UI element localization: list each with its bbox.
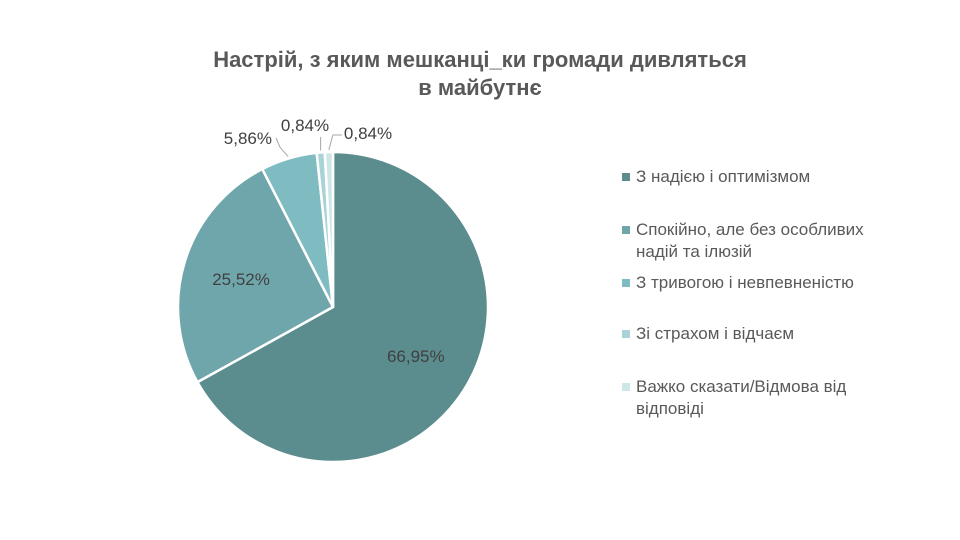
chart-title-line-1: Настрій, з яким мешканці_ки громади дивл… <box>213 47 747 72</box>
leader-line <box>275 137 289 157</box>
legend-item-fear: Зі страхом і відчаєм <box>622 323 922 345</box>
legend-item-hard-to-say: Важко сказати/Відмова від відповіді <box>622 376 922 420</box>
legend-label: Зі страхом і відчаєм <box>636 323 794 345</box>
legend-label-line: відповіді <box>636 399 704 418</box>
legend-item-anxiety: З тривогою і невпевненістю <box>622 272 922 294</box>
legend-label: Спокійно, але без особливих надій та ілю… <box>636 219 864 263</box>
slice-hard-to-say <box>323 150 335 308</box>
leader-line <box>328 134 342 151</box>
legend-label-line: З надією і оптимізмом <box>636 167 811 186</box>
legend-label-line: Важко сказати/Відмова від <box>636 377 847 396</box>
data-label: 66,95% <box>387 347 445 366</box>
slice-calm <box>176 167 335 384</box>
data-label: 25,52% <box>212 270 270 289</box>
legend-swatch <box>622 226 630 234</box>
legend-label: З надією і оптимізмом <box>636 166 810 188</box>
data-label: 0,84% <box>344 124 392 143</box>
legend-label-line: Зі страхом і відчаєм <box>636 324 795 343</box>
legend-label-line: надій та ілюзій <box>636 242 753 261</box>
legend-swatch <box>622 279 630 287</box>
legend-swatch <box>622 383 630 391</box>
data-label: 0,84% <box>281 116 329 135</box>
slice-optimism <box>195 150 490 464</box>
chart-title: Настрій, з яким мешканці_ки громади дивл… <box>0 46 960 102</box>
legend-swatch <box>622 173 630 181</box>
legend-label-line: З тривогою і невпевненістю <box>636 273 854 292</box>
legend-label-line: Спокійно, але без особливих <box>636 220 864 239</box>
data-label: 5,86% <box>224 129 272 148</box>
chart-title-line-2: в майбутнє <box>418 75 542 100</box>
legend-label: З тривогою і невпевненістю <box>636 272 854 294</box>
legend-item-optimism: З надією і оптимізмом <box>622 166 922 188</box>
legend-label: Важко сказати/Відмова від відповіді <box>636 376 846 420</box>
legend-item-calm: Спокійно, але без особливих надій та ілю… <box>622 219 922 263</box>
legend-swatch <box>622 330 630 338</box>
